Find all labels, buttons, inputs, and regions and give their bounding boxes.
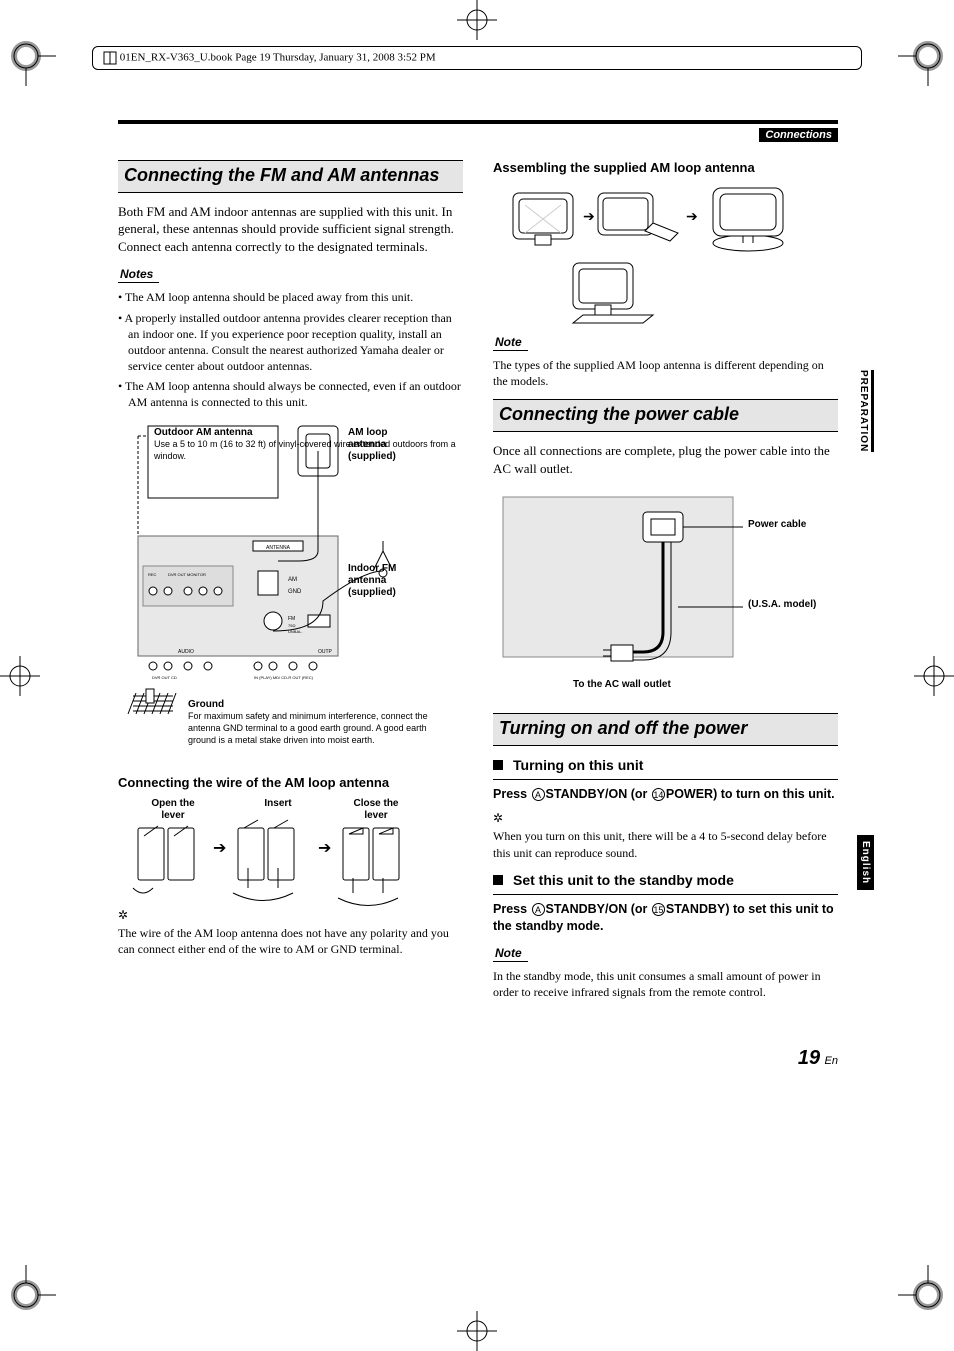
step-insert: Insert bbox=[253, 798, 303, 810]
tab-english: English bbox=[857, 835, 874, 890]
tip-icon: ✲ bbox=[493, 811, 838, 826]
instruction-standby: Press ASTANDBY/ON (or 15STANDBY) to set … bbox=[493, 894, 838, 936]
notes-list: The AM loop antenna should be placed awa… bbox=[118, 289, 463, 410]
crop-mark bbox=[0, 656, 40, 696]
crop-mark bbox=[898, 1265, 946, 1313]
svg-text:➔: ➔ bbox=[318, 840, 331, 857]
tip-text: The wire of the AM loop antenna does not… bbox=[118, 925, 463, 957]
tip-icon: ✲ bbox=[118, 908, 463, 923]
book-icon bbox=[103, 51, 117, 65]
svg-text:➔: ➔ bbox=[213, 840, 226, 857]
crop-mark bbox=[898, 38, 946, 86]
svg-text:DVR OUT CD: DVR OUT CD bbox=[152, 675, 177, 680]
svg-text:75Ω: 75Ω bbox=[288, 623, 295, 628]
svg-text:ANTENNA: ANTENNA bbox=[266, 545, 291, 551]
subheading-wire: Connecting the wire of the AM loop anten… bbox=[118, 775, 463, 790]
note-header: Note bbox=[493, 946, 528, 962]
crop-mark bbox=[914, 656, 954, 696]
svg-text:➔: ➔ bbox=[583, 210, 595, 225]
crop-mark bbox=[8, 38, 56, 86]
svg-text:DVR OUT MONITOR: DVR OUT MONITOR bbox=[168, 572, 206, 577]
crop-mark bbox=[457, 1311, 497, 1351]
square-bullet-icon bbox=[493, 875, 503, 885]
callout-model: (U.S.A. model) bbox=[748, 599, 816, 611]
antenna-diagram: ANTENNA AM GND FM 75Ω UNBAL. REC bbox=[118, 421, 463, 761]
breadcrumb: Connections bbox=[759, 128, 838, 142]
svg-text:➔: ➔ bbox=[686, 210, 698, 225]
section-title-antennas: Connecting the FM and AM antennas bbox=[118, 160, 463, 193]
power-diagram: Power cable (U.S.A. model) To the AC wal… bbox=[493, 487, 838, 687]
page-header-bar: 01EN_RX-V363_U.book Page 19 Thursday, Ja… bbox=[92, 46, 862, 70]
notes-header: Notes bbox=[118, 267, 159, 283]
svg-text:IN (PLAY) MD/ CD-R OUT (REC): IN (PLAY) MD/ CD-R OUT (REC) bbox=[254, 675, 314, 680]
subheading-assemble: Assembling the supplied AM loop antenna bbox=[493, 160, 838, 175]
body-text: Once all connections are complete, plug … bbox=[493, 442, 838, 477]
svg-text:GND: GND bbox=[288, 589, 302, 595]
note-header: Note bbox=[493, 335, 528, 351]
svg-text:FM: FM bbox=[288, 616, 295, 622]
crop-mark bbox=[8, 1265, 56, 1313]
svg-text:REC: REC bbox=[148, 572, 157, 577]
instruction-turn-on: Press ASTANDBY/ON (or 14POWER) to turn o… bbox=[493, 779, 838, 804]
note-text: The types of the supplied AM loop antenn… bbox=[493, 357, 838, 389]
svg-text:AUDIO: AUDIO bbox=[178, 649, 194, 655]
note-text: In the standby mode, this unit consumes … bbox=[493, 968, 838, 1000]
step-open: Open the lever bbox=[143, 798, 203, 822]
svg-text:OUTP: OUTP bbox=[318, 649, 333, 655]
page-number: 19 En bbox=[798, 1047, 838, 1070]
note-item: The AM loop antenna should always be con… bbox=[118, 378, 463, 410]
heading-standby: Set this unit to the standby mode bbox=[493, 871, 838, 888]
callout-outlet: To the AC wall outlet bbox=[573, 679, 671, 691]
step-close: Close the lever bbox=[346, 798, 406, 822]
note-item: The AM loop antenna should be placed awa… bbox=[118, 289, 463, 305]
page-content: Connections PREPARATION English Connecti… bbox=[118, 120, 838, 1010]
callout-power-cable: Power cable bbox=[748, 519, 806, 531]
svg-text:AM: AM bbox=[288, 577, 297, 583]
assemble-diagram: ➔ ➔ bbox=[493, 183, 838, 333]
tip-text: When you turn on this unit, there will b… bbox=[493, 828, 838, 860]
heading-turn-on: Turning on this unit bbox=[493, 756, 838, 773]
square-bullet-icon bbox=[493, 760, 503, 770]
callout-ground: Ground For maximum safety and minimum in… bbox=[188, 699, 428, 747]
left-column: Connecting the FM and AM antennas Both F… bbox=[118, 160, 463, 1010]
body-text: Both FM and AM indoor antennas are suppl… bbox=[118, 203, 463, 256]
section-title-power-onoff: Turning on and off the power bbox=[493, 713, 838, 746]
callout-indoor-fm: Indoor FM antenna (supplied) bbox=[348, 563, 418, 599]
wire-diagram: ➔ ➔ bbox=[118, 798, 463, 908]
crop-mark bbox=[457, 0, 497, 40]
callout-am-loop: AM loop antenna (supplied) bbox=[348, 427, 418, 463]
right-column: Assembling the supplied AM loop antenna … bbox=[493, 160, 838, 1010]
section-title-power: Connecting the power cable bbox=[493, 399, 838, 432]
header-text: 01EN_RX-V363_U.book Page 19 Thursday, Ja… bbox=[120, 52, 436, 64]
note-item: A properly installed outdoor antenna pro… bbox=[118, 310, 463, 375]
rule bbox=[118, 120, 838, 124]
tab-preparation: PREPARATION bbox=[858, 370, 874, 452]
